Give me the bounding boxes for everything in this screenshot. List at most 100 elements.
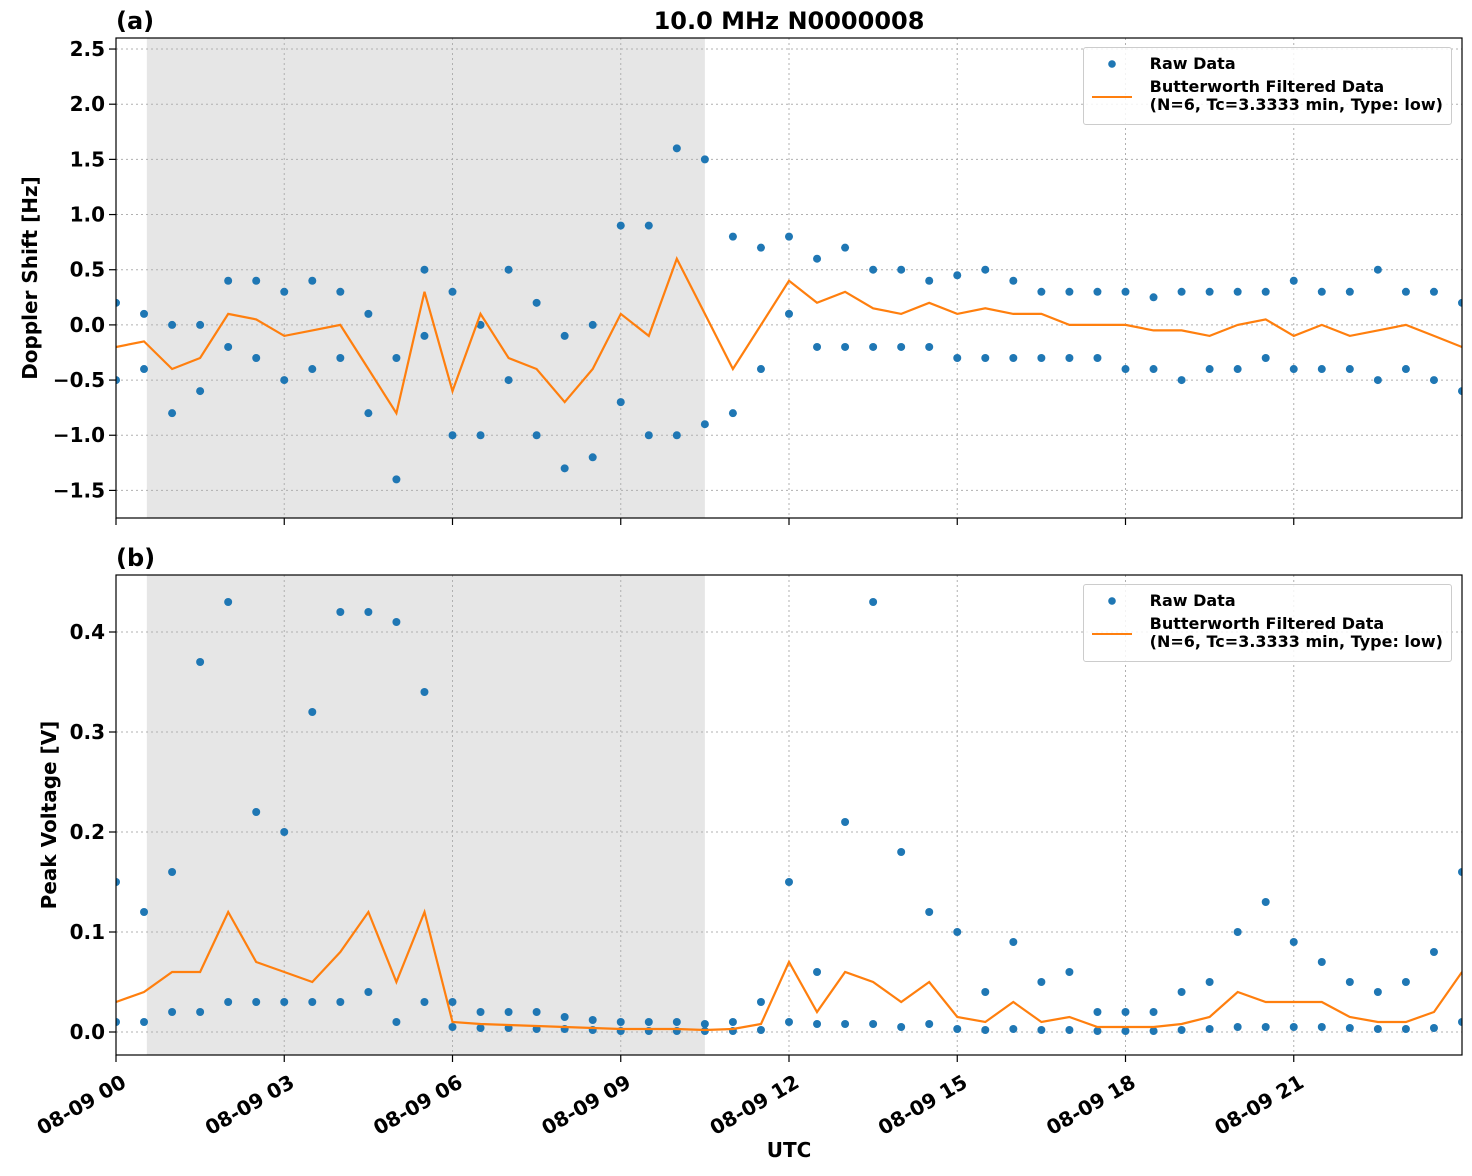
raw-point xyxy=(728,1018,737,1026)
raw-point xyxy=(1345,287,1354,296)
raw-point xyxy=(448,287,457,296)
raw-point xyxy=(168,409,177,418)
raw-point xyxy=(1177,287,1186,296)
y-axis-label: Doppler Shift [Hz] xyxy=(18,176,42,380)
raw-point xyxy=(1289,1023,1298,1031)
y-tick-label: 2.0 xyxy=(70,92,105,116)
raw-point xyxy=(252,276,261,285)
legend: Raw Data Butterworth Filtered Data (N=6, … xyxy=(1082,47,1452,125)
legend-entry: Raw Data xyxy=(1091,54,1443,73)
raw-point xyxy=(1009,938,1018,946)
raw-point xyxy=(420,688,429,696)
raw-point xyxy=(1205,287,1214,296)
raw-point xyxy=(1233,928,1242,936)
raw-point xyxy=(392,475,401,484)
raw-point xyxy=(756,365,765,374)
raw-point xyxy=(532,431,541,440)
raw-point xyxy=(1458,298,1462,307)
raw-point xyxy=(448,431,457,440)
raw-point xyxy=(116,376,120,385)
raw-point xyxy=(1121,365,1130,374)
panel-label: (a) xyxy=(116,7,154,35)
raw-point xyxy=(140,309,149,318)
raw-point xyxy=(1458,1018,1462,1026)
raw-point xyxy=(140,365,149,374)
raw-point xyxy=(1373,376,1382,385)
raw-point xyxy=(1373,265,1382,274)
raw-point xyxy=(252,998,261,1006)
raw-point xyxy=(280,828,289,836)
raw-point xyxy=(196,658,205,666)
raw-point xyxy=(532,298,541,307)
raw-point xyxy=(116,298,120,307)
y-tick-label: 0.0 xyxy=(70,1020,105,1044)
raw-point xyxy=(1205,1025,1214,1033)
raw-point xyxy=(841,1020,850,1028)
raw-point xyxy=(1149,293,1158,302)
y-tick-label: 0.1 xyxy=(70,920,105,944)
raw-point xyxy=(785,232,793,241)
y-tick-label: −1.0 xyxy=(53,423,105,447)
raw-point xyxy=(280,998,289,1006)
raw-point xyxy=(588,453,597,462)
raw-point xyxy=(1373,1025,1382,1033)
raw-point xyxy=(841,818,850,826)
plot-data xyxy=(116,598,1462,1035)
y-tick-label: 2.5 xyxy=(70,37,105,61)
raw-point xyxy=(168,1008,177,1016)
raw-point xyxy=(897,848,906,856)
x-tick-label: 08-09 00 xyxy=(33,1070,131,1140)
x-tick-label: 08-09 09 xyxy=(537,1070,635,1140)
raw-point xyxy=(981,988,990,996)
y-tick-label: 0.3 xyxy=(70,720,105,744)
raw-point xyxy=(1065,287,1074,296)
chart-title: 10.0 MHz N0000008 xyxy=(654,7,925,35)
raw-point xyxy=(1401,978,1410,986)
legend-key xyxy=(1091,592,1132,610)
raw-point xyxy=(116,1018,120,1026)
x-tick-label: 08-09 12 xyxy=(706,1070,804,1140)
raw-point xyxy=(616,1018,625,1026)
raw-point xyxy=(224,276,233,285)
raw-point xyxy=(672,431,681,440)
raw-point xyxy=(336,287,345,296)
raw-point xyxy=(981,354,990,362)
raw-point xyxy=(1177,376,1186,385)
raw-point xyxy=(1429,287,1438,296)
raw-point xyxy=(1401,1025,1410,1033)
raw-point xyxy=(336,998,345,1006)
raw-point xyxy=(1149,365,1158,374)
raw-point xyxy=(1429,948,1438,956)
raw-point xyxy=(1009,354,1018,362)
filtered-line xyxy=(116,255,1462,417)
raw-point xyxy=(1149,1027,1158,1035)
plot-frame xyxy=(115,37,1463,519)
raw-point xyxy=(560,331,569,340)
raw-point xyxy=(813,254,822,263)
raw-point xyxy=(140,1018,149,1026)
legend-label: Raw Data xyxy=(1149,54,1236,73)
raw-point xyxy=(1065,1026,1074,1034)
raw-point xyxy=(728,409,737,418)
x-tick-label: 08-09 03 xyxy=(201,1070,299,1140)
y-tick-label: 1.0 xyxy=(70,203,105,227)
shaded-span xyxy=(146,575,705,1055)
raw-point xyxy=(1401,365,1410,374)
raw-point xyxy=(1261,898,1270,906)
raw-point xyxy=(953,928,962,936)
raw-point xyxy=(1317,287,1326,296)
panel-label: (b) xyxy=(116,544,155,572)
raw-point xyxy=(308,365,317,374)
legend-key xyxy=(1091,624,1132,642)
raw-point xyxy=(476,1024,485,1032)
raw-point xyxy=(841,243,850,252)
raw-point xyxy=(588,1016,597,1024)
raw-point xyxy=(756,1026,765,1034)
plot-data xyxy=(116,144,1462,484)
raw-point xyxy=(196,320,205,329)
raw-point xyxy=(700,1020,709,1028)
raw-point xyxy=(700,155,709,164)
plot-frame xyxy=(115,574,1463,1056)
raw-point xyxy=(476,431,485,440)
